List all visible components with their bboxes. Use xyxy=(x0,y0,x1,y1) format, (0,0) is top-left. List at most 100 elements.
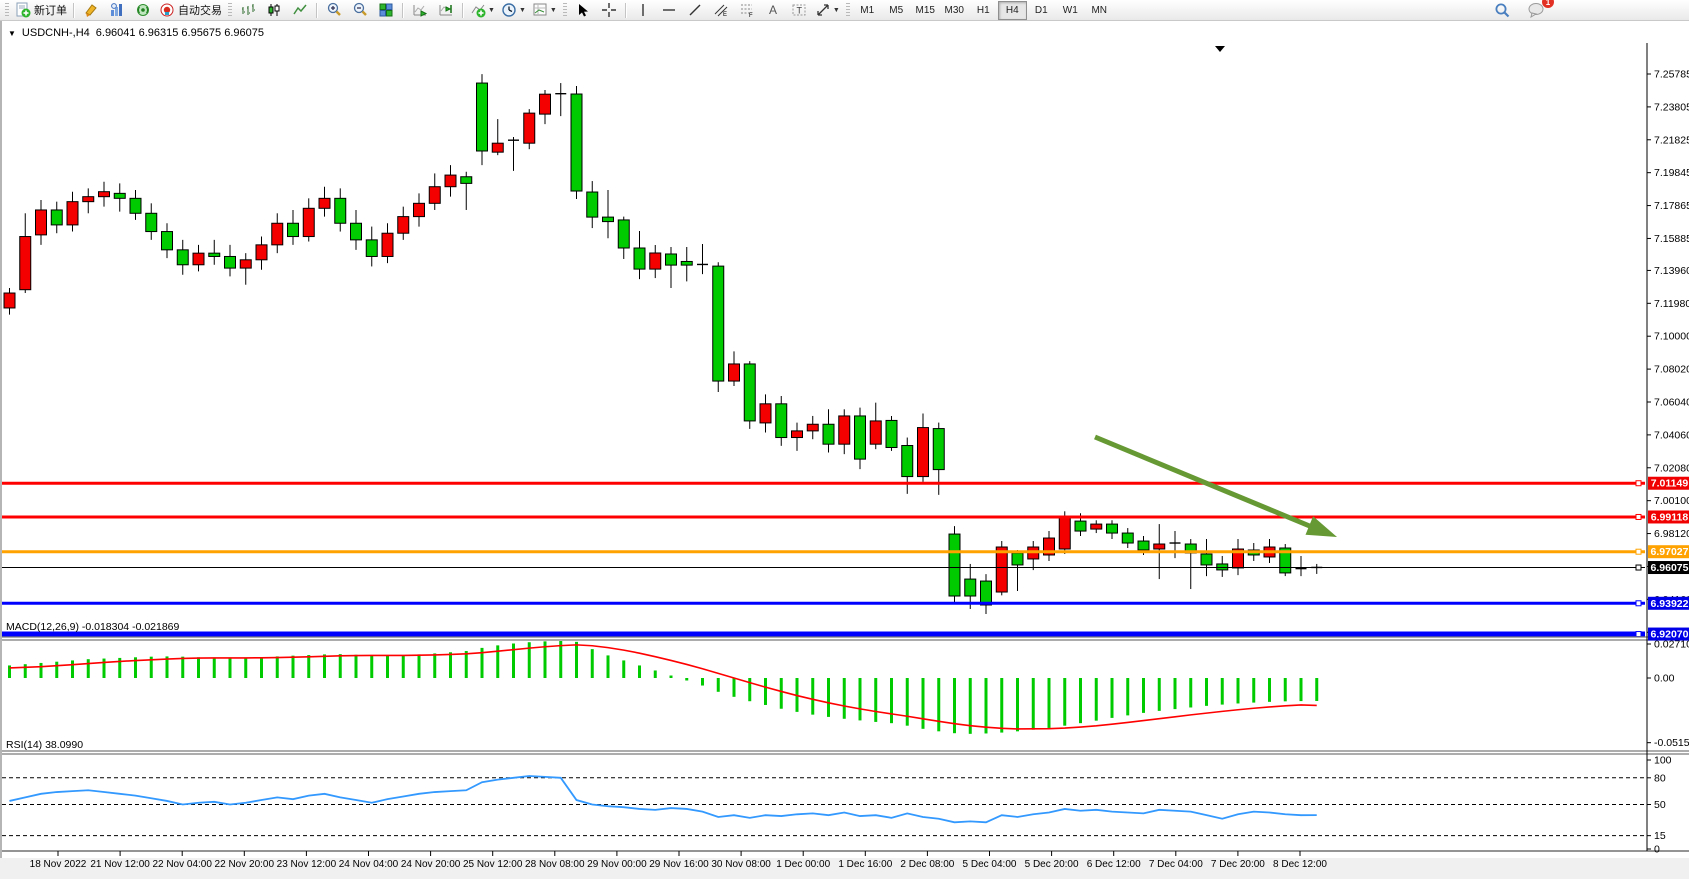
search-button[interactable] xyxy=(1489,0,1515,20)
zoom-in-button[interactable] xyxy=(321,0,347,20)
candle xyxy=(665,253,677,266)
shapes-icon xyxy=(815,2,831,18)
svg-text:23 Nov 12:00: 23 Nov 12:00 xyxy=(277,859,337,870)
line-anchor-handle[interactable] xyxy=(1635,631,1642,638)
candle xyxy=(602,216,614,223)
auto-scroll-button[interactable] xyxy=(407,0,433,20)
candle xyxy=(1216,563,1229,571)
shapes-button[interactable]: ▼ xyxy=(812,0,843,20)
svg-text:7.21825: 7.21825 xyxy=(1654,134,1689,146)
timeframe-button-M15[interactable]: M15 xyxy=(915,4,935,16)
macd-signal-line xyxy=(9,644,1317,730)
price-badge[interactable] xyxy=(1648,561,1689,575)
timeframe-button-MN[interactable]: MN xyxy=(1091,4,1108,16)
svg-text:0.027103: 0.027103 xyxy=(1654,638,1689,650)
text-button[interactable]: A xyxy=(760,0,786,20)
text-icon: A xyxy=(765,2,781,18)
chart-canvas[interactable]: 7.25785 7.23805 7.21825 7.19845 7.17865 7.158… xyxy=(2,43,1689,879)
candle xyxy=(854,415,866,460)
candle xyxy=(680,260,693,266)
indicators-icon xyxy=(470,2,486,18)
autotrade-button[interactable]: 自动交易 xyxy=(156,0,225,20)
timeframe-button-H1[interactable]: H1 xyxy=(976,4,990,16)
svg-text:100: 100 xyxy=(1654,755,1672,767)
price-badge[interactable] xyxy=(1648,596,1689,610)
new-order-button[interactable]: 新订单 xyxy=(12,0,70,20)
svg-text:24 Nov 20:00: 24 Nov 20:00 xyxy=(401,859,461,870)
channel-button[interactable]: E xyxy=(708,0,734,20)
signal-button[interactable] xyxy=(130,0,156,20)
chart-window[interactable]: 7.25785 7.23805 7.21825 7.19845 7.17865 7.158… xyxy=(0,21,1689,870)
candle xyxy=(3,292,16,309)
crosshair-button[interactable] xyxy=(596,0,622,20)
timeframe-button-H4[interactable]: H4 xyxy=(997,0,1027,20)
macd-indicator-label: MACD(12,26,9) -0.018304 -0.021869 xyxy=(6,621,180,633)
horizontal-line-icon xyxy=(661,2,677,18)
price-badge[interactable] xyxy=(1648,510,1689,524)
price-badge[interactable] xyxy=(1648,545,1689,559)
chevron-down-icon: ▼ xyxy=(832,6,840,14)
fibonacci-button[interactable]: F xyxy=(734,0,760,20)
line-anchor-handle[interactable] xyxy=(1635,600,1642,607)
svg-text:29 Nov 00:00: 29 Nov 00:00 xyxy=(587,859,647,870)
candle-chart-button[interactable] xyxy=(261,0,287,20)
candle xyxy=(806,423,819,432)
candle xyxy=(129,197,142,214)
tile-windows-button[interactable] xyxy=(373,0,399,20)
candle xyxy=(1090,523,1103,530)
toolbar-separator xyxy=(624,2,627,18)
timeframe-button-M1[interactable]: M1 xyxy=(860,4,875,16)
candle xyxy=(964,578,977,597)
svg-text:7.19845: 7.19845 xyxy=(1654,167,1689,179)
svg-text:29 Nov 16:00: 29 Nov 16:00 xyxy=(649,859,709,870)
line-anchor-handle[interactable] xyxy=(1635,513,1642,520)
price-badge[interactable] xyxy=(1648,627,1689,641)
price-badge[interactable] xyxy=(1648,476,1689,490)
indicators-button[interactable]: ▼ xyxy=(467,0,498,20)
line-anchor-handle[interactable] xyxy=(1635,548,1642,555)
rsi-pane xyxy=(2,775,1647,837)
svg-text:6.98120: 6.98120 xyxy=(1654,528,1689,540)
zoom-out-button[interactable] xyxy=(347,0,373,20)
trendline-button[interactable] xyxy=(682,0,708,20)
svg-text:0.00: 0.00 xyxy=(1654,673,1675,685)
line-chart-button[interactable] xyxy=(287,0,313,20)
vertical-line-button[interactable] xyxy=(630,0,656,20)
brush-button[interactable] xyxy=(78,0,104,20)
timeframe-button-M30[interactable]: M30 xyxy=(944,4,964,16)
time-axis[interactable]: 18 Nov 2022 21 Nov 12:00 22 Nov 04:00 22 No… xyxy=(30,851,1328,870)
trend-arrow-head[interactable] xyxy=(1305,516,1338,537)
candle xyxy=(980,580,992,606)
profiles-button[interactable] xyxy=(104,0,130,20)
vertical-line-icon xyxy=(635,2,651,18)
chart-shift-marker[interactable] xyxy=(1215,46,1225,52)
timeframe-button-W1[interactable]: W1 xyxy=(1062,4,1078,16)
chevron-down-icon: ▼ xyxy=(518,6,526,14)
cursor-icon xyxy=(575,2,591,18)
bar-chart-button[interactable] xyxy=(235,0,261,20)
toolbar-grip[interactable] xyxy=(5,3,9,17)
svg-text:A: A xyxy=(769,3,777,17)
timeframe-button-D1[interactable]: D1 xyxy=(1034,4,1048,16)
periods-button[interactable]: ▼ xyxy=(498,0,529,20)
svg-text:18 Nov 2022: 18 Nov 2022 xyxy=(30,859,87,870)
horizontal-line-button[interactable] xyxy=(656,0,682,20)
toolbar-grip[interactable] xyxy=(562,3,567,17)
chat-button[interactable]: 1 xyxy=(1523,0,1554,20)
signal-icon xyxy=(135,2,151,18)
label-button[interactable]: T xyxy=(786,0,812,20)
line-anchor-handle[interactable] xyxy=(1635,480,1642,487)
svg-text:7.25785: 7.25785 xyxy=(1654,69,1689,81)
svg-text:6.92070: 6.92070 xyxy=(1651,629,1689,641)
svg-text:7.10000: 7.10000 xyxy=(1654,331,1689,343)
line-anchor-handle[interactable] xyxy=(1635,564,1642,571)
trend-arrow-object[interactable] xyxy=(1094,434,1313,530)
toolbar-grip[interactable] xyxy=(845,3,850,17)
cursor-button[interactable] xyxy=(570,0,596,20)
chart-shift-button[interactable] xyxy=(433,0,459,20)
templates-button[interactable]: ▼ xyxy=(529,0,560,20)
collapse-triangle-icon[interactable]: ▼ xyxy=(8,28,16,38)
toolbar-grip[interactable] xyxy=(228,3,232,17)
candle xyxy=(1106,523,1118,534)
timeframe-button-M5[interactable]: M5 xyxy=(889,4,904,16)
